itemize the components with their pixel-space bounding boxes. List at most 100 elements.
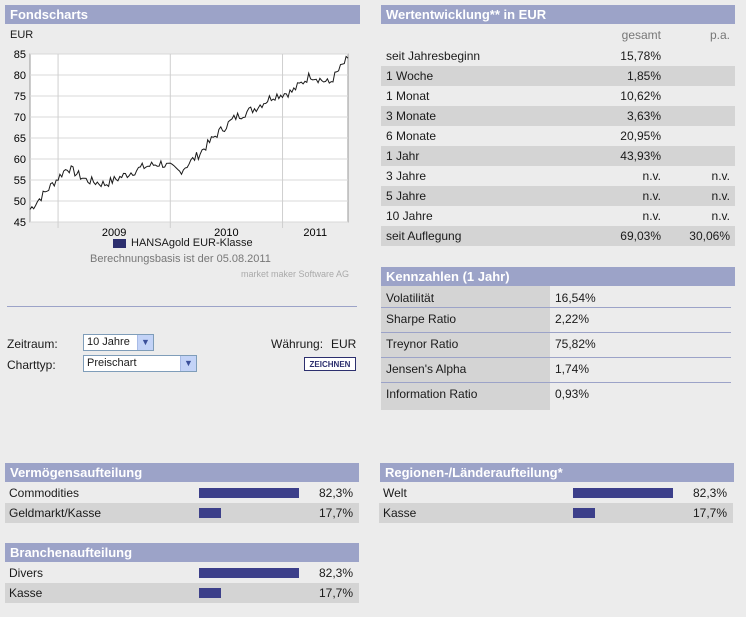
performance-period: 1 Jahr	[386, 149, 420, 163]
chart-grid	[30, 53, 348, 228]
y-tick-label: 65	[14, 133, 26, 145]
y-tick-label: 50	[14, 196, 26, 208]
kennzahl-value: 0,93%	[555, 387, 590, 401]
allocation-value: 17,7%	[692, 506, 727, 520]
charttyp-label: Charttyp:	[7, 358, 56, 372]
performance-row: 1 Woche 1,85%	[381, 66, 735, 86]
allocation-row: Commodities 82,3%	[5, 483, 359, 503]
kennzahl-row: Sharpe Ratio 2,22%	[381, 309, 731, 333]
kennzahlen-label-column	[381, 286, 550, 410]
branchen-title: Branchenaufteilung	[10, 545, 133, 560]
performance-pa: n.v.	[711, 209, 730, 223]
allocation-bar	[199, 488, 299, 498]
allocation-label: Kasse	[9, 586, 43, 600]
performance-period: 10 Jahre	[386, 209, 433, 223]
legend-swatch	[113, 239, 126, 248]
chart-currency-label: EUR	[10, 29, 34, 41]
series-line	[29, 55, 349, 210]
kennzahl-value: 16,54%	[555, 291, 596, 305]
wertentwicklung-title: Wertentwicklung** in EUR	[386, 7, 547, 22]
performance-gesamt: 43,93%	[620, 149, 661, 163]
allocation-value: 17,7%	[318, 586, 353, 600]
allocation-row: Kasse 17,7%	[5, 583, 359, 603]
y-tick-label: 80	[14, 70, 26, 82]
waehrung-value: EUR	[331, 337, 357, 351]
y-tick-label: 55	[14, 175, 26, 187]
allocation-label: Kasse	[383, 506, 417, 520]
allocation-bar	[573, 488, 673, 498]
performance-gesamt: 15,78%	[620, 49, 661, 63]
performance-pa: 30,06%	[689, 229, 730, 243]
wertentwicklung-header: Wertentwicklung** in EUR	[381, 5, 735, 24]
vermoegen-title: Vermögensaufteilung	[10, 465, 143, 480]
allocation-label: Commodities	[9, 486, 80, 500]
row-divider	[381, 357, 731, 358]
col-pa-header: p.a.	[709, 28, 730, 42]
performance-gesamt: 69,03%	[620, 229, 661, 243]
kennzahl-row: Jensen's Alpha 1,74%	[381, 359, 731, 383]
performance-pa: n.v.	[711, 189, 730, 203]
performance-gesamt: 20,95%	[620, 129, 661, 143]
zeichnen-button[interactable]: ZEICHNEN	[304, 357, 356, 371]
fondscharts-header: Fondscharts	[5, 5, 360, 24]
performance-period: 1 Monat	[386, 89, 430, 103]
allocation-bar	[199, 568, 299, 578]
col-gesamt-header: gesamt	[621, 28, 661, 42]
performance-row: 3 Monate 3,63%	[381, 106, 735, 126]
performance-gesamt: n.v.	[642, 189, 661, 203]
performance-gesamt: 3,63%	[626, 109, 661, 123]
divider	[7, 306, 357, 307]
performance-row: 6 Monate 20,95%	[381, 126, 735, 146]
kennzahl-row: Treynor Ratio 75,82%	[381, 334, 731, 358]
kennzahl-row: Volatilität 16,54%	[381, 288, 731, 308]
branchen-header: Branchenaufteilung	[5, 543, 359, 562]
x-tick-label: 2010	[214, 227, 238, 239]
allocation-bar	[199, 588, 221, 598]
regionen-title: Regionen-/Länderaufteilung*	[385, 465, 563, 480]
zeitraum-select[interactable]: 10 Jahre ▼	[83, 334, 154, 351]
zeitraum-value: 10 Jahre	[87, 336, 130, 348]
allocation-value: 17,7%	[318, 506, 353, 520]
performance-gesamt: n.v.	[642, 209, 661, 223]
x-tick-label: 2009	[102, 227, 126, 239]
allocation-row: Kasse 17,7%	[379, 503, 733, 523]
performance-period: seit Auflegung	[386, 229, 462, 243]
row-divider	[381, 382, 731, 383]
regionen-header: Regionen-/Länderaufteilung*	[380, 463, 734, 482]
performance-row: 3 Jahre n.v. n.v.	[381, 166, 735, 186]
allocation-bar	[199, 508, 221, 518]
x-axis-ticks: 2009 2010 2011	[102, 227, 327, 239]
kennzahl-label: Treynor Ratio	[386, 337, 459, 351]
row-divider	[381, 332, 731, 333]
kennzahl-label: Sharpe Ratio	[386, 312, 457, 326]
performance-row: 10 Jahre n.v. n.v.	[381, 206, 735, 226]
chart-credit: market maker Software AG	[241, 269, 350, 279]
allocation-row: Geldmarkt/Kasse 17,7%	[5, 503, 359, 523]
fondscharts-title: Fondscharts	[10, 7, 89, 22]
performance-gesamt: n.v.	[642, 169, 661, 183]
performance-gesamt: 10,62%	[620, 89, 661, 103]
kennzahl-label: Volatilität	[386, 291, 435, 305]
vermoegen-header: Vermögensaufteilung	[5, 463, 359, 482]
allocation-value: 82,3%	[692, 486, 727, 500]
kennzahl-row: Information Ratio 0,93%	[381, 384, 731, 404]
performance-period: 5 Jahre	[386, 189, 427, 203]
performance-row: 1 Monat 10,62%	[381, 86, 735, 106]
allocation-value: 82,3%	[318, 486, 353, 500]
performance-period: 1 Woche	[386, 69, 434, 83]
calculation-basis: Berechnungsbasis ist der 05.08.2011	[90, 253, 271, 265]
performance-period: 3 Jahre	[386, 169, 427, 183]
performance-row: 5 Jahre n.v. n.v.	[381, 186, 735, 206]
kennzahlen-header: Kennzahlen (1 Jahr)	[381, 267, 735, 286]
allocation-row: Divers 82,3%	[5, 563, 359, 583]
charttyp-select[interactable]: Preischart ▼	[83, 355, 197, 372]
kennzahlen-title: Kennzahlen (1 Jahr)	[386, 269, 510, 284]
performance-row: seit Jahresbeginn 15,78%	[381, 46, 735, 66]
chevron-down-icon[interactable]: ▼	[137, 335, 153, 350]
zeitraum-label: Zeitraum:	[7, 337, 58, 351]
charttyp-value: Preischart	[87, 357, 137, 369]
chevron-down-icon[interactable]: ▼	[180, 356, 196, 371]
allocation-label: Welt	[383, 486, 407, 500]
kennzahl-label: Information Ratio	[386, 387, 478, 401]
performance-pa: n.v.	[711, 169, 730, 183]
